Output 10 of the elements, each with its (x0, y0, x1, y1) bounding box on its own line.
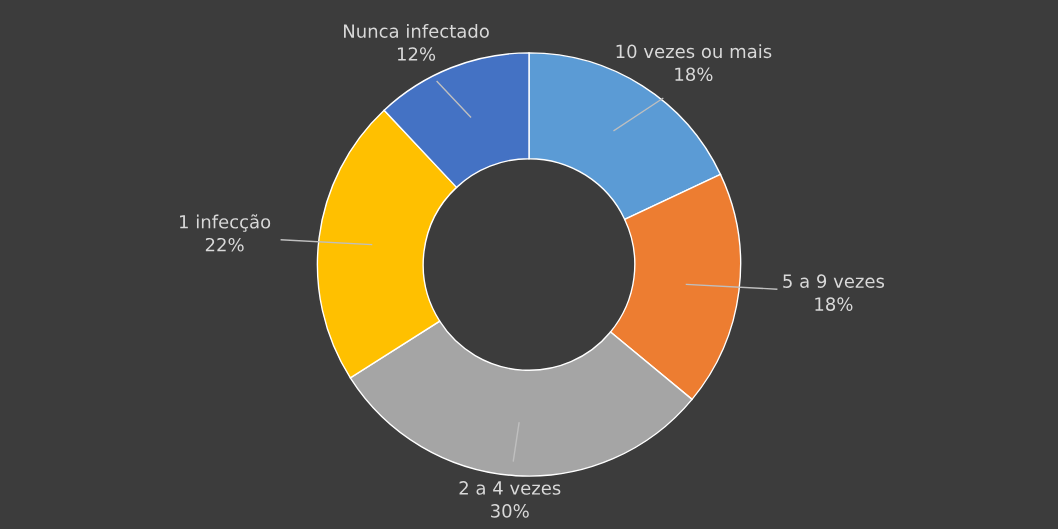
slice-label: 1 infecção (180, 214, 271, 232)
slice-label: 5 a 9 vezes (783, 274, 885, 288)
slice-label: 10 vezes ou mais (616, 44, 772, 59)
data-label: 18% (815, 297, 853, 311)
data-label: 22% (205, 237, 244, 252)
data-label: 18% (675, 67, 713, 82)
slice-label: Nunca infectado (344, 23, 489, 38)
data-label: 12% (397, 47, 436, 61)
data-label: 30% (491, 504, 529, 518)
slice-label: 2 a 4 vezes (459, 481, 561, 495)
